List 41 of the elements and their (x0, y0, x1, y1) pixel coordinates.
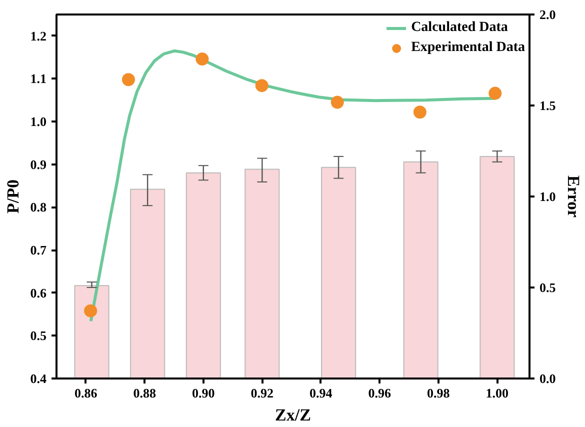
y-tick-label: 0.7 (30, 242, 47, 258)
x-tick-label: 0.98 (427, 386, 450, 400)
legend-label: Experimental Data (411, 40, 525, 56)
y2-tick-label: 1.0 (540, 189, 556, 204)
x-tick-label: 1.00 (486, 386, 509, 400)
x-tick-label: 0.92 (250, 386, 274, 400)
y2-tick-label: 1.5 (540, 98, 556, 113)
point (255, 79, 268, 92)
y-tick-label: 1.2 (30, 28, 46, 44)
x-tick-label: 0.90 (192, 386, 215, 400)
point (196, 52, 209, 66)
legend-label: Calculated Data (411, 20, 508, 36)
bar (186, 172, 221, 378)
point (84, 304, 98, 318)
point (413, 106, 426, 119)
bar (130, 188, 166, 378)
bar (403, 161, 438, 378)
x-tick-label: 0.94 (310, 386, 333, 400)
y2-tick-label: 2.0 (540, 7, 556, 22)
y-tick-label: 1.0 (30, 114, 46, 130)
y-axis-title: P/P0 (3, 179, 22, 214)
point (330, 96, 344, 109)
x-tick-label: 0.86 (74, 386, 98, 400)
y2-axis-title: Error (564, 175, 583, 218)
bar (74, 285, 110, 378)
x-axis-title: Zx/Z (275, 406, 311, 424)
bar (480, 156, 515, 378)
y-tick-label: 0.6 (30, 285, 47, 300)
y-tick-label: 0.8 (30, 200, 47, 215)
x-tick-label: 0.88 (133, 386, 157, 400)
y-tick-label: 0.4 (30, 371, 47, 386)
point (122, 73, 135, 86)
y-tick-label: 0.5 (30, 328, 47, 344)
bar (244, 168, 280, 378)
point (488, 86, 502, 100)
y-tick-label: 1.1 (30, 71, 46, 86)
y2-tick-label: 0.0 (540, 371, 556, 386)
y-tick-label: 0.9 (30, 156, 47, 172)
y2-tick-label: 0.5 (540, 280, 556, 295)
bar (320, 166, 356, 378)
x-tick-label: 0.96 (368, 386, 392, 400)
